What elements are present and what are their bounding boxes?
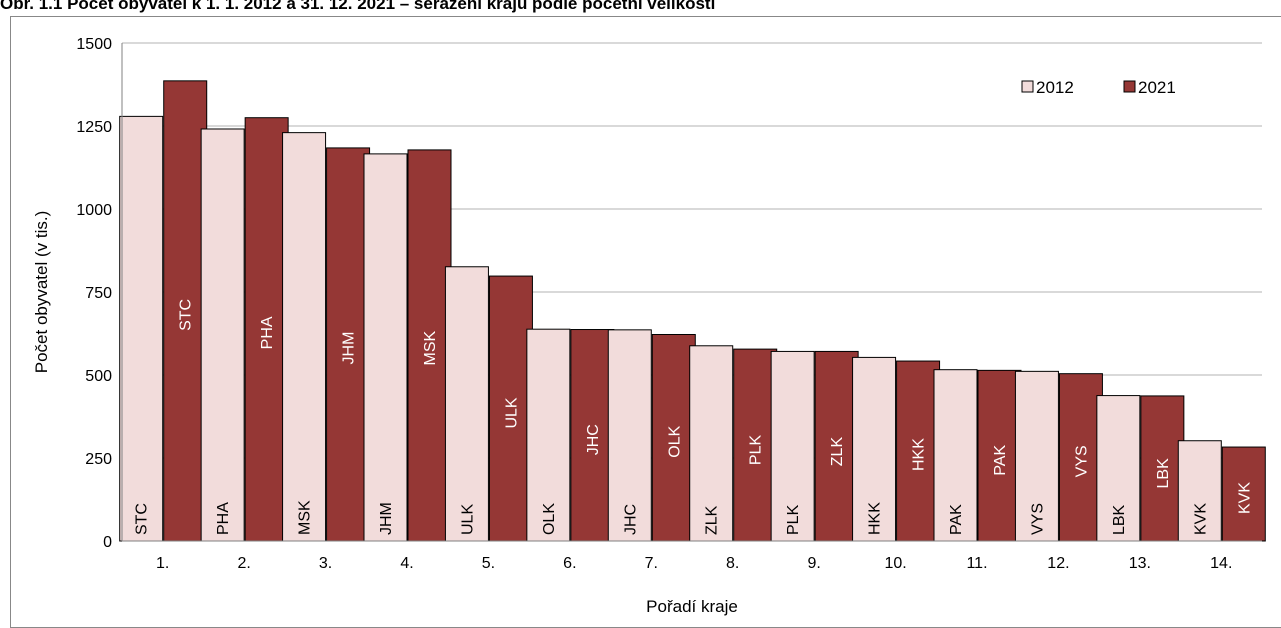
bar-label: LBK bbox=[1111, 504, 1128, 535]
bar-label: ZLK bbox=[704, 505, 721, 535]
x-tick-label: 2. bbox=[237, 555, 250, 572]
x-tick-label: 3. bbox=[319, 555, 332, 572]
bar-label: PHA bbox=[215, 502, 232, 535]
bar-2012 bbox=[1177, 440, 1222, 542]
x-tick-label: 7. bbox=[645, 555, 658, 572]
bar-2012 bbox=[444, 266, 489, 542]
x-tick-label: 10. bbox=[884, 555, 906, 572]
bar-2021 bbox=[488, 275, 533, 542]
x-tick-label: 6. bbox=[563, 555, 576, 572]
bar-label: KVK bbox=[1192, 503, 1209, 535]
bar-label: JHC bbox=[622, 504, 639, 535]
bar-2012 bbox=[689, 345, 734, 542]
bar-2012 bbox=[526, 328, 571, 542]
bar-2021 bbox=[896, 360, 941, 542]
y-tick-label: 500 bbox=[85, 368, 112, 385]
bar-label: JHC bbox=[585, 424, 602, 455]
y-tick-label: 1000 bbox=[76, 202, 112, 219]
x-tick-label: 4. bbox=[400, 555, 413, 572]
bar-label: PAK bbox=[948, 504, 965, 535]
bar-2012 bbox=[1014, 370, 1059, 542]
y-axis-title: Počet obyvatel (v tis.) bbox=[32, 211, 51, 374]
bar-2021 bbox=[814, 350, 859, 542]
bar-2012 bbox=[200, 128, 245, 542]
bar-label: STC bbox=[134, 503, 151, 535]
bar-2021 bbox=[1221, 446, 1266, 542]
bar-label: PAK bbox=[992, 445, 1009, 476]
legend-swatch-2012 bbox=[1021, 80, 1034, 93]
bar-2012 bbox=[282, 132, 327, 542]
bar-2021 bbox=[1058, 373, 1103, 542]
x-tick-label: 8. bbox=[726, 555, 739, 572]
x-tick-label: 9. bbox=[807, 555, 820, 572]
axes: 0 250 500 750 1000 1250 1500 1. 2. 3. 4. 5. 6. 7. 8. 9.… bbox=[76, 36, 1262, 572]
legend-swatch-2021 bbox=[1123, 80, 1136, 93]
x-tick-label: 12. bbox=[1047, 555, 1069, 572]
bar-label: MSK bbox=[297, 500, 314, 535]
x-tick-label: 1. bbox=[156, 555, 169, 572]
bar-label: HKK bbox=[911, 438, 928, 471]
y-tick-label: 250 bbox=[85, 451, 112, 468]
bar-label: HKK bbox=[867, 502, 884, 535]
bar-label: LBK bbox=[1155, 458, 1172, 489]
y-tick-label: 750 bbox=[85, 285, 112, 302]
bar-label: ZLK bbox=[829, 437, 846, 467]
bar-2012 bbox=[1096, 395, 1141, 542]
bars: STC STC PHA PHA MSK JHM JHM MSK ULK ULK OLK JHC JHC O… bbox=[119, 80, 1266, 542]
x-tick-label: 13. bbox=[1129, 555, 1151, 572]
y-tick-label: 0 bbox=[103, 534, 112, 551]
bar-2012 bbox=[119, 115, 164, 542]
bar-label: JHM bbox=[341, 332, 358, 365]
bar-label: JHM bbox=[378, 502, 395, 535]
bar-label: OLK bbox=[666, 425, 683, 457]
y-tick-label: 1250 bbox=[76, 119, 112, 136]
bar-label: OLK bbox=[541, 503, 558, 535]
bar-2021 bbox=[163, 80, 208, 542]
bar-2021 bbox=[570, 329, 615, 542]
bar-2012 bbox=[607, 329, 652, 542]
bar-label: VYS bbox=[1073, 445, 1090, 477]
bar-2012 bbox=[363, 153, 408, 542]
legend-label: 2021 bbox=[1138, 78, 1176, 97]
bar-label: ULK bbox=[503, 397, 520, 428]
bar-2012 bbox=[933, 369, 978, 542]
bar-label: PLK bbox=[748, 434, 765, 465]
bar-2021 bbox=[977, 369, 1022, 542]
x-axis-title: Pořadí kraje bbox=[646, 597, 738, 616]
bar-2012 bbox=[852, 356, 897, 542]
bar-label: PLK bbox=[785, 504, 802, 535]
bar-label: MSK bbox=[422, 330, 439, 365]
bar-label: VYS bbox=[1029, 503, 1046, 535]
chart-title: Obr. 1.1 Počet obyvatel k 1. 1. 2012 a 3… bbox=[0, 0, 716, 13]
bar-label: KVK bbox=[1236, 482, 1253, 514]
y-tick-label: 1500 bbox=[76, 36, 112, 53]
legend-label: 2012 bbox=[1036, 78, 1074, 97]
bar-2021 bbox=[1140, 395, 1185, 542]
x-tick-label: 11. bbox=[966, 555, 987, 572]
x-tick-label: 14. bbox=[1210, 555, 1232, 572]
bar-label: STC bbox=[178, 299, 195, 331]
bar-2021 bbox=[733, 348, 778, 542]
bar-label: ULK bbox=[459, 504, 476, 535]
x-tick-label: 5. bbox=[482, 555, 495, 572]
bar-2012 bbox=[770, 350, 815, 542]
bar-label: PHA bbox=[259, 316, 276, 349]
legend: 2012 2021 bbox=[1021, 78, 1176, 97]
